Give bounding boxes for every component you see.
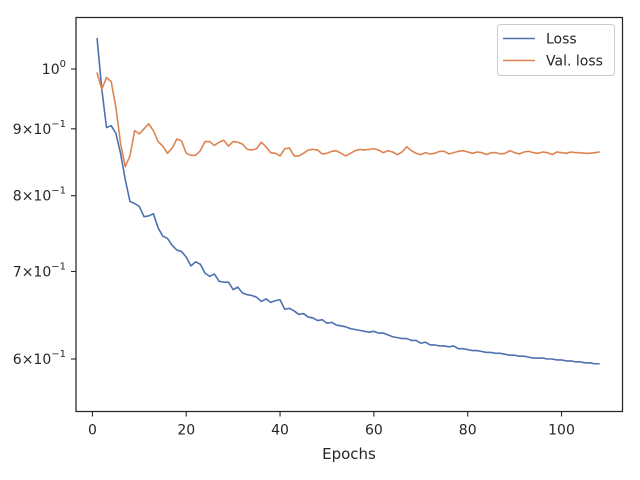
legend-label-val-loss: Val. loss <box>546 54 603 70</box>
x-axis-label: Epochs <box>322 445 376 463</box>
legend-label-loss: Loss <box>546 32 577 48</box>
x-tick-label: 0 <box>88 423 97 439</box>
series-line-0 <box>96 37 600 365</box>
plot-area <box>76 17 623 412</box>
plot-frame <box>75 16 624 413</box>
y-axis-ticks: 6×10−1 7×10−1 8×10−1 9×10−1 100 <box>13 59 76 368</box>
series-line-1 <box>96 72 600 168</box>
x-tick-label: 40 <box>271 423 289 439</box>
y-tick-label: 8×10−1 <box>13 186 66 205</box>
series-layer <box>96 37 600 365</box>
x-axis-ticks: 0 20 40 60 80 100 <box>88 411 575 439</box>
legend-box <box>497 24 615 76</box>
legend: Loss Val. loss <box>497 24 615 76</box>
x-tick-label: 60 <box>365 423 383 439</box>
x-tick-label: 80 <box>459 423 477 439</box>
x-tick-label: 20 <box>177 423 195 439</box>
y-tick-label: 6×10−1 <box>13 349 66 368</box>
x-tick-label: 100 <box>548 423 575 439</box>
y-tick-label: 100 <box>42 59 66 78</box>
y-tick-label: 7×10−1 <box>13 261 66 280</box>
y-tick-label: 9×10−1 <box>13 119 66 138</box>
